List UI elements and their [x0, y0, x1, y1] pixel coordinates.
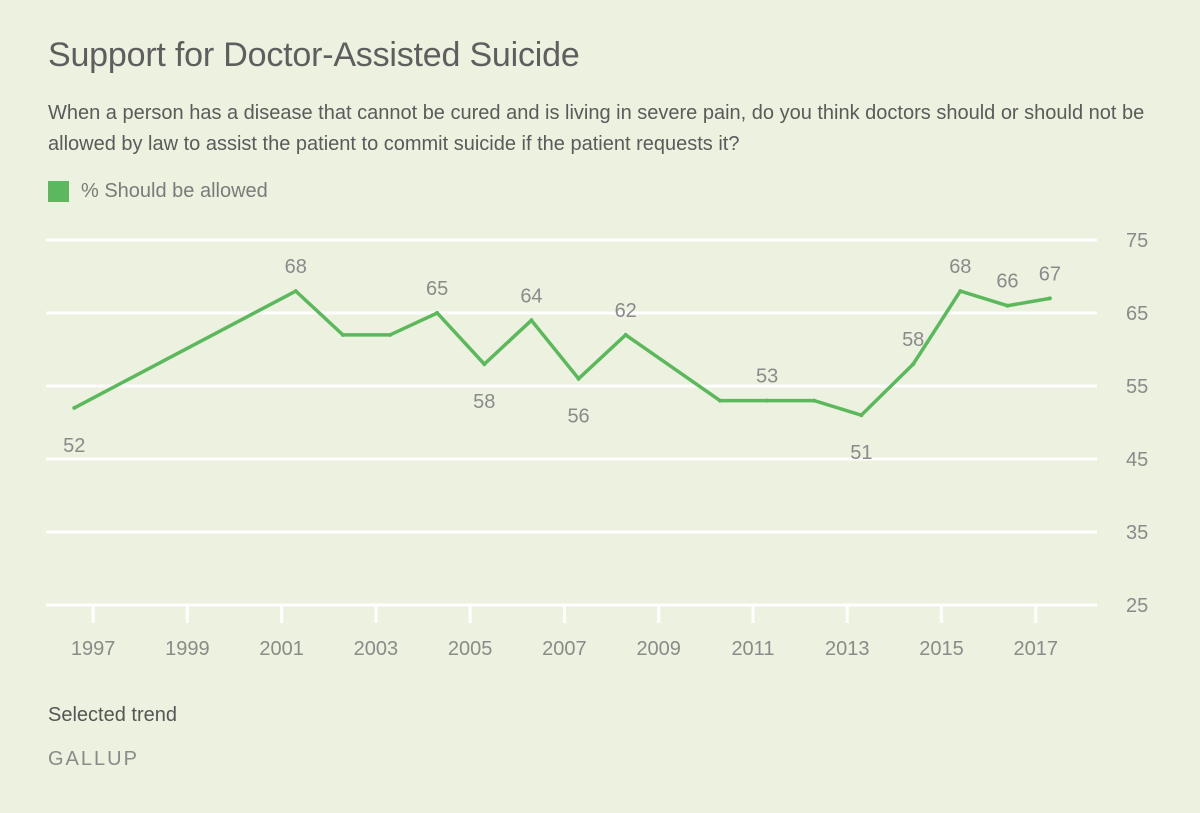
- chart-title: Support for Doctor-Assisted Suicide: [48, 36, 580, 74]
- data-point: [293, 289, 298, 294]
- legend-label: % Should be allowed: [81, 180, 268, 202]
- data-label: 51: [850, 442, 872, 464]
- data-label: 58: [473, 391, 495, 413]
- x-tick-label: 2003: [354, 638, 399, 660]
- data-label: 58: [902, 329, 924, 351]
- data-point: [340, 332, 345, 337]
- series-line: [73, 288, 1051, 418]
- x-tick-label: 1997: [71, 638, 116, 660]
- data-label: 53: [756, 366, 778, 388]
- data-label: 66: [996, 271, 1018, 293]
- gallup-brand: GALLUP: [48, 748, 139, 770]
- y-tick-label: 25: [1126, 595, 1148, 617]
- data-point: [529, 318, 534, 323]
- data-point: [1005, 303, 1010, 308]
- y-tick-label: 75: [1126, 230, 1148, 252]
- data-label: 56: [567, 406, 589, 428]
- data-point: [958, 289, 963, 294]
- y-tick-label: 65: [1126, 303, 1148, 325]
- data-label: 67: [1039, 263, 1061, 285]
- data-point: [576, 376, 581, 381]
- data-point: [812, 398, 817, 403]
- data-label: 68: [285, 256, 307, 278]
- chart-subtitle: When a person has a disease that cannot …: [48, 102, 1145, 155]
- legend-swatch: [48, 181, 69, 202]
- x-tick-label: 2015: [919, 638, 964, 660]
- x-tick-label: 2011: [731, 638, 774, 660]
- x-tick-label: 2009: [636, 638, 681, 660]
- chart-legend: % Should be allowed: [48, 180, 268, 203]
- y-tick-label: 45: [1126, 449, 1148, 471]
- data-point: [859, 413, 864, 418]
- data-label: 62: [615, 300, 637, 322]
- data-point: [482, 362, 487, 367]
- x-tick-label: 2005: [448, 638, 493, 660]
- x-tick-label: 1999: [165, 638, 210, 660]
- data-point: [388, 332, 393, 337]
- data-point: [72, 405, 77, 410]
- x-tick-label: 2007: [542, 638, 587, 660]
- x-tick-label: 2017: [1013, 638, 1058, 660]
- data-point: [1047, 296, 1052, 301]
- data-label: 52: [63, 435, 85, 457]
- x-tick-label: 2013: [825, 638, 870, 660]
- data-point: [911, 362, 916, 367]
- data-label: 65: [426, 278, 448, 300]
- y-tick-label: 55: [1126, 376, 1148, 398]
- data-point: [765, 398, 770, 403]
- data-label: 64: [520, 285, 542, 307]
- data-label: 68: [949, 256, 971, 278]
- y-tick-label: 35: [1126, 522, 1148, 544]
- data-point: [623, 332, 628, 337]
- selected-trend-note: Selected trend: [48, 704, 177, 726]
- data-point: [717, 398, 722, 403]
- x-tick-label: 2001: [259, 638, 304, 660]
- data-point: [435, 311, 440, 315]
